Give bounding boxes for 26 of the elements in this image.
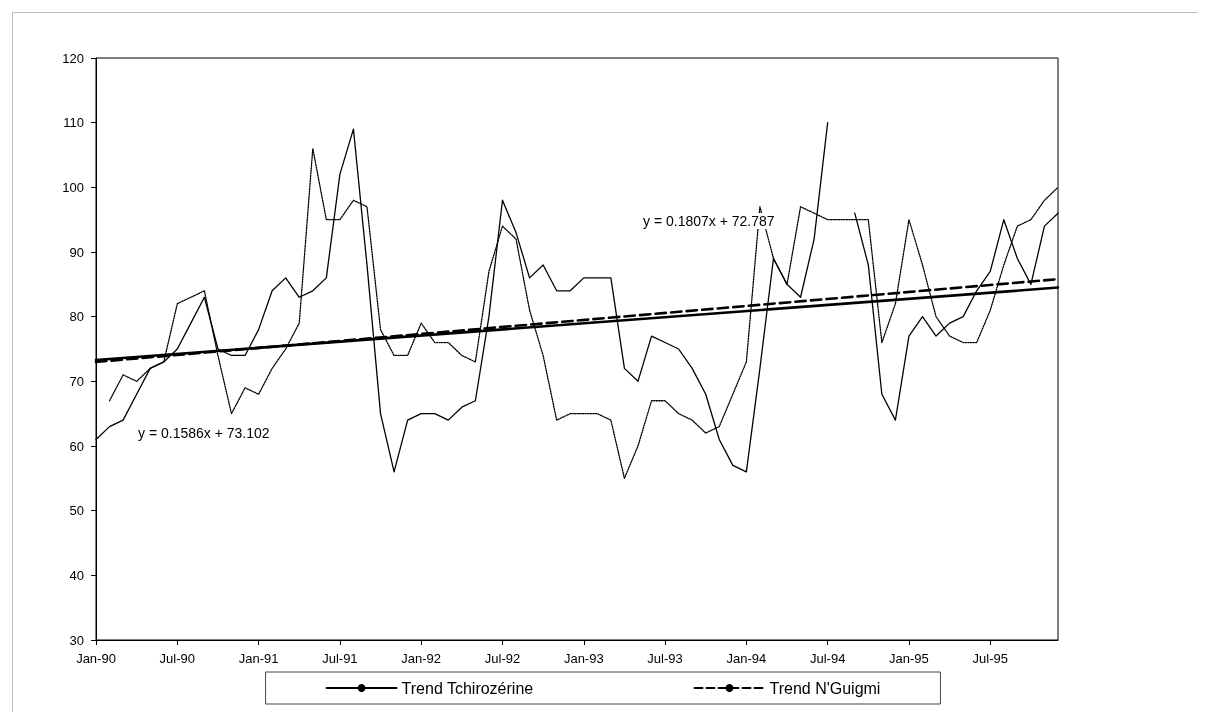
y-tick-label: 40 [69,567,84,583]
y-tick-label: 30 [69,632,84,648]
x-tick-label: Jul-90 [159,651,196,666]
y-tick-label: 80 [69,309,84,325]
x-tick-label: Jan-94 [726,651,767,666]
legend-label: Trend Tchirozérine [401,679,534,697]
x-tick-label: Jul-95 [972,651,1008,666]
y-tick-label: 100 [62,179,84,195]
y-tick-label: 60 [69,438,84,454]
x-tick-label: Jul-91 [322,651,358,666]
y-tick-label: 50 [69,503,84,519]
y-tick-label: 90 [69,244,84,260]
x-tick-label: Jan-95 [889,651,929,666]
annotation: y = 0.1586x + 73.102 [138,425,270,441]
y-tick-label: 120 [62,50,84,66]
x-tick-label: Jan-92 [401,651,442,666]
x-tick-label: Jan-91 [238,651,279,666]
legend-label: Trend N'Guigmi [769,679,881,697]
x-tick-label: Jul-92 [484,651,521,666]
x-tick-label: Jul-94 [809,651,846,666]
x-tick-label: Jan-93 [563,651,604,666]
y-tick-label: 110 [63,115,84,131]
x-tick-label: Jan-90 [76,651,116,666]
x-tick-label: Jul-93 [647,651,683,666]
y-tick-label: 70 [69,373,84,389]
annotation: y = 0.1807x + 72.787 [643,213,775,229]
